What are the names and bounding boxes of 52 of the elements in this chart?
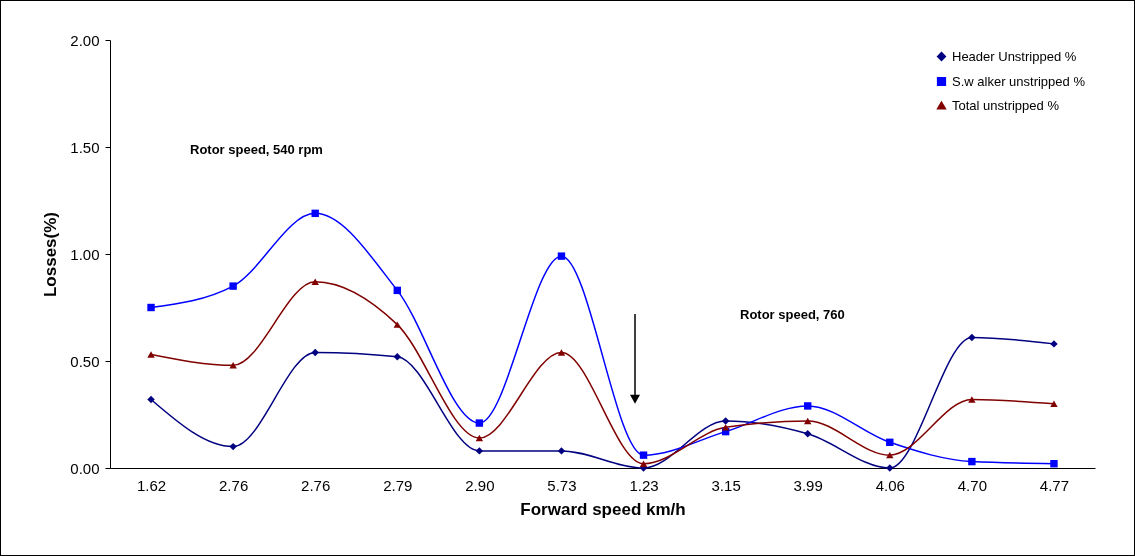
point <box>147 303 155 312</box>
point <box>475 434 484 442</box>
point <box>1050 460 1058 468</box>
point <box>147 395 155 404</box>
x-tick-label: 4.77 <box>1039 476 1070 494</box>
y-tick-label: 2.00 <box>70 31 100 49</box>
point <box>311 348 319 357</box>
x-tick-label: 1.23 <box>629 476 659 494</box>
annotation: Rotor speed, 540 rpm <box>190 142 323 157</box>
point <box>393 353 401 361</box>
point <box>639 451 648 459</box>
point <box>311 278 319 286</box>
point <box>229 282 237 290</box>
y-axis-title: Losses(%) <box>41 211 61 298</box>
point <box>804 417 812 425</box>
point <box>886 464 894 472</box>
y-tick-label: 0.00 <box>70 459 100 477</box>
point <box>557 447 566 455</box>
x-tick-label: 4.06 <box>875 476 905 494</box>
x-tick-label: 4.70 <box>957 476 987 494</box>
x-tick-label: 2.79 <box>383 476 413 494</box>
point <box>721 424 730 431</box>
y-tick-label: 1.00 <box>70 245 100 263</box>
y-tick-label: 1.50 <box>70 138 100 156</box>
point <box>968 396 976 403</box>
y-tick-label: 0.50 <box>70 352 100 370</box>
point <box>968 457 976 466</box>
point <box>557 252 566 260</box>
x-tick-label: 3.15 <box>711 476 741 494</box>
point <box>475 447 484 455</box>
point <box>968 333 976 342</box>
legend-label: Total unstripped % <box>952 97 1060 113</box>
point <box>475 419 484 427</box>
x-tick-label: 3.99 <box>793 476 823 494</box>
x-tick-label: 2.90 <box>465 476 495 494</box>
point <box>393 321 401 328</box>
legend-label: S.w alker unstripped % <box>952 73 1086 89</box>
x-axis-title: Forward speed km/h <box>520 499 686 519</box>
x-tick-label: 2.76 <box>301 476 331 494</box>
point <box>1050 400 1058 408</box>
point <box>229 442 237 451</box>
x-tick-label: 5.73 <box>547 476 577 494</box>
point <box>804 402 812 410</box>
x-tick-label: 1.62 <box>136 476 167 494</box>
point <box>557 349 566 356</box>
point <box>147 351 155 358</box>
point <box>721 417 730 425</box>
x-tick-label: 2.76 <box>219 476 249 494</box>
point <box>639 460 648 467</box>
legend-label: Header Unstripped % <box>952 48 1077 64</box>
point <box>804 430 812 438</box>
annotation: Rotor speed, 760 <box>740 307 845 322</box>
